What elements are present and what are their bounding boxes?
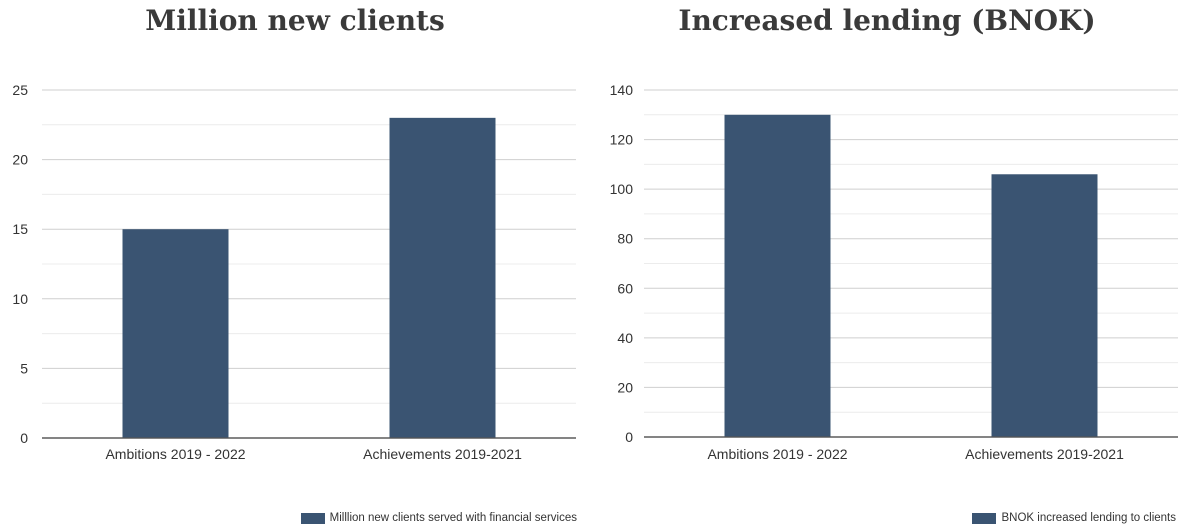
legend: Milllion new clients served with financi… <box>300 512 577 524</box>
y-tick-label: 120 <box>610 132 634 148</box>
y-tick-label: 0 <box>20 430 28 446</box>
x-category-label: Achievements 2019-2021 <box>965 446 1124 462</box>
x-category-label: Achievements 2019-2021 <box>363 446 522 462</box>
bar <box>724 114 831 438</box>
legend: BNOK increased lending to clients <box>972 512 1176 524</box>
y-tick-label: 25 <box>12 82 28 98</box>
y-tick-label: 100 <box>610 181 634 197</box>
bar <box>991 174 1098 437</box>
bar-chart: 0 20 40 60 80 100 120 140 Ambitions 2019 - 2022 A… <box>610 82 1178 462</box>
y-tick-label: 40 <box>617 330 633 346</box>
chart-title: Million new clients <box>145 4 445 37</box>
legend-label: BNOK increased lending to clients <box>1001 512 1176 524</box>
bar-chart: 0 5 10 15 20 25 Ambitions 2019 - 2022 Achieveme… <box>12 82 576 462</box>
chart-title: Increased lending (BNOK) <box>678 4 1096 37</box>
x-category-label: Ambitions 2019 - 2022 <box>707 446 847 462</box>
y-tick-label: 140 <box>610 82 634 98</box>
legend-swatch <box>972 512 997 524</box>
bar <box>389 117 496 438</box>
chart-panel-clients: Million new clients 0 5 10 15 20 25 Ambitions … <box>12 4 577 524</box>
legend-swatch <box>300 512 325 524</box>
y-tick-label: 80 <box>617 231 633 247</box>
y-tick-label: 20 <box>12 152 28 168</box>
y-tick-label: 0 <box>625 429 633 445</box>
legend-label: Milllion new clients served with financi… <box>329 512 577 524</box>
y-tick-label: 5 <box>20 360 28 376</box>
chart-panel-lending: Increased lending (BNOK) 0 20 40 60 80 100 120… <box>596 0 1178 528</box>
x-category-label: Ambitions 2019 - 2022 <box>105 446 245 462</box>
y-tick-label: 15 <box>12 221 28 237</box>
y-tick-label: 10 <box>12 291 28 307</box>
bar <box>122 229 229 438</box>
y-tick-label: 60 <box>617 280 633 296</box>
y-tick-label: 20 <box>617 379 633 395</box>
